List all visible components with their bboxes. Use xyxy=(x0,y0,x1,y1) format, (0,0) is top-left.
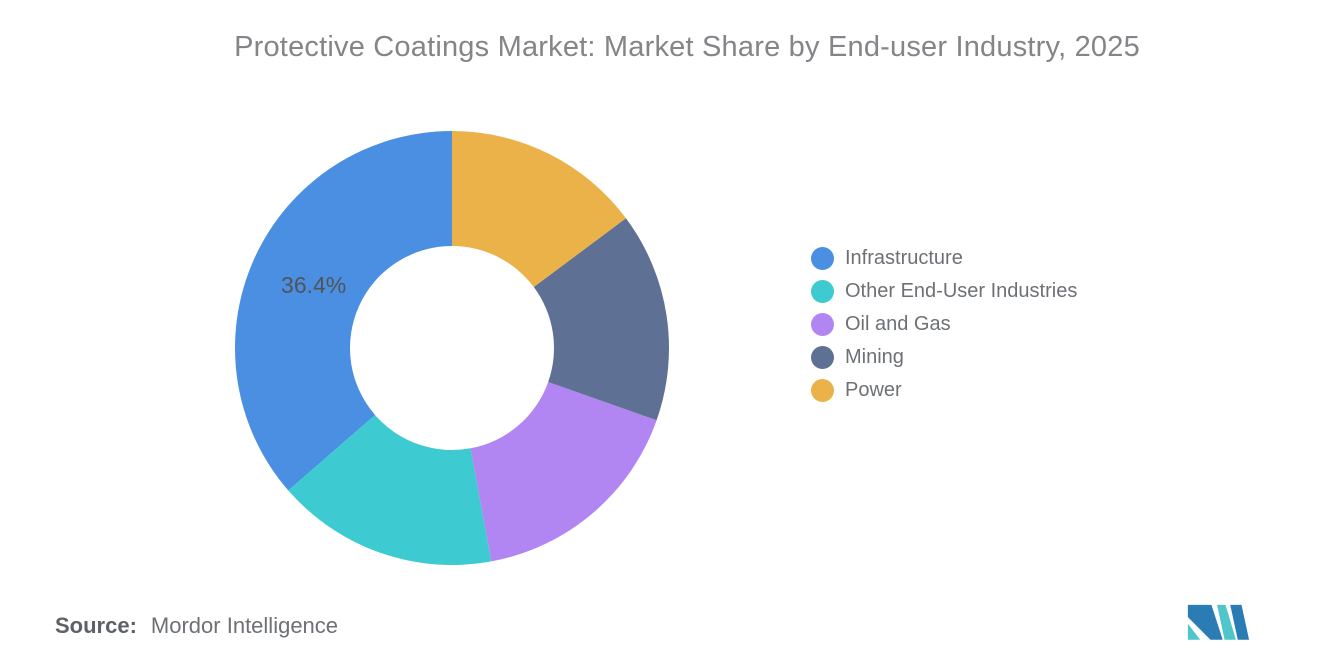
legend-label: Mining xyxy=(845,346,904,368)
pie-slice-other-end-user-industries[interactable] xyxy=(288,414,492,565)
legend-swatch-icon xyxy=(811,346,834,369)
pie-slice-infrastructure[interactable] xyxy=(235,131,452,491)
legend-swatch-icon xyxy=(811,247,834,270)
logo-shape-m-diagonal xyxy=(1217,604,1236,640)
source-name: Mordor Intelligence xyxy=(150,613,339,638)
logo-shape-m-left xyxy=(1187,604,1223,640)
legend-swatch-icon xyxy=(811,313,834,336)
slice-value-label: 36.4% xyxy=(281,272,346,298)
pie-slice-power[interactable] xyxy=(452,131,626,288)
legend-item-other-end-user-industries[interactable]: Other End-User Industries xyxy=(811,275,1077,308)
legend-swatch-icon xyxy=(811,379,834,402)
logo-shape-corner-triangle xyxy=(1187,623,1201,640)
legend-item-mining[interactable]: Mining xyxy=(811,341,1077,374)
pie-slice-mining[interactable] xyxy=(533,218,670,421)
logo-shape-i-bar xyxy=(1230,604,1250,640)
legend-label: Infrastructure xyxy=(845,247,963,269)
chart-title: Protective Coatings Market: Market Share… xyxy=(234,31,1140,63)
legend-label: Power xyxy=(845,379,902,401)
pie-slice-oil-and-gas[interactable] xyxy=(470,381,657,562)
source-line: Source: Mordor Intelligence xyxy=(55,613,338,639)
legend-label: Oil and Gas xyxy=(845,313,951,335)
legend-swatch-icon xyxy=(811,280,834,303)
legend-item-infrastructure[interactable]: Infrastructure xyxy=(811,242,1077,275)
legend-item-oil-and-gas[interactable]: Oil and Gas xyxy=(811,308,1077,341)
mordor-intelligence-logo xyxy=(1187,604,1250,640)
legend-label: Other End-User Industries xyxy=(845,280,1078,302)
chart-legend: Infrastructure Other End-User Industries O… xyxy=(811,242,1077,407)
legend-item-power[interactable]: Power xyxy=(811,374,1077,407)
source-label: Source: xyxy=(55,613,137,638)
